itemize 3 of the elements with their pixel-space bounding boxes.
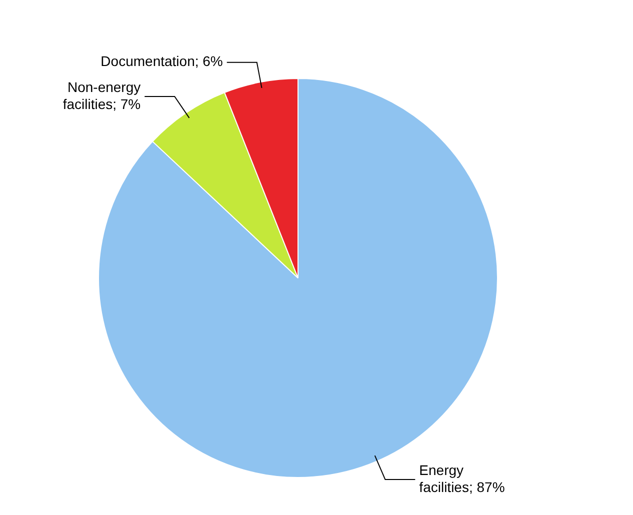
slice-label: Non-energy facilities; 7% — [62, 78, 141, 112]
slice-label: Energy facilities; 87% — [419, 462, 505, 495]
slice-label: Documentation; 6% — [100, 53, 223, 70]
